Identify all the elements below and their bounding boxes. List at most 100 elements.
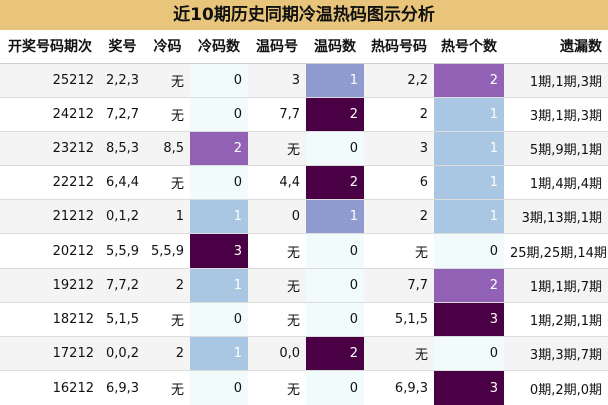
table-row: 17212 0,0,2 2 1 0,0 2 无 0 3期,3期,7期	[0, 336, 608, 371]
cell-miss: 1期,1期,3期	[504, 63, 608, 98]
cell-cold: 无	[145, 302, 190, 337]
cell-numbers: 0,0,2	[100, 336, 145, 371]
cell-period: 25212	[0, 63, 100, 98]
table-row: 18212 5,1,5 无 0 无 0 5,1,5 3 1期,2期,1期	[0, 302, 608, 337]
cell-miss: 3期,3期,7期	[504, 336, 608, 371]
table-row: 23212 8,5,3 8,5 2 无 0 3 1 5期,9期,1期	[0, 131, 608, 166]
cell-cold-count: 1	[190, 199, 248, 234]
cell-hot: 3	[364, 131, 434, 166]
cell-cold-count: 2	[190, 131, 248, 166]
cell-hot: 2	[364, 97, 434, 132]
table-row: 20212 5,5,9 5,5,9 3 无 0 无 0 25期,25期,14期	[0, 233, 608, 269]
cell-cold: 8,5	[145, 131, 190, 166]
cell-miss: 5期,9期,1期	[504, 131, 608, 166]
table-row: 24212 7,2,7 无 0 7,7 2 2 1 3期,1期,3期	[0, 97, 608, 132]
table-row: 22212 6,4,4 无 0 4,4 2 6 1 1期,4期,4期	[0, 165, 608, 200]
header-numbers: 奖号	[108, 39, 137, 56]
analysis-table: 开奖号码期次 奖号 冷码 冷码数 温码号 温码数 热码号码 热号个数 遗漏数 25212 2,2,…	[0, 30, 608, 405]
cell-numbers: 8,5,3	[100, 131, 145, 166]
table-body: 25212 2,2,3 无 0 3 1 2,2 2 1期,1期,3期 24212 7,2,7 无 0 7,…	[0, 63, 608, 405]
cell-cold: 无	[145, 63, 190, 98]
cell-cold: 无	[145, 97, 190, 132]
cell-cold-count: 0	[190, 165, 248, 200]
header-cold-count: 冷码数	[198, 39, 240, 56]
cell-numbers: 5,1,5	[100, 302, 145, 337]
cell-numbers: 2,2,3	[100, 63, 145, 98]
cell-numbers: 5,5,9	[100, 233, 145, 269]
header-hot: 热码号码	[371, 39, 427, 56]
cell-warm: 0,0	[248, 336, 306, 371]
cell-warm-count: 0	[306, 131, 364, 166]
cell-warm: 无	[248, 268, 306, 303]
header-cold: 冷码	[153, 39, 182, 56]
cell-cold: 无	[145, 165, 190, 200]
cell-miss: 0期,2期,0期	[504, 370, 608, 405]
cell-miss: 25期,25期,14期	[504, 233, 608, 269]
cell-warm-count: 2	[306, 336, 364, 371]
cell-hot-count: 2	[434, 63, 504, 98]
cell-warm: 0	[248, 199, 306, 234]
cell-period: 18212	[0, 302, 100, 337]
header-period: 开奖号码期次	[8, 39, 92, 56]
header-hot-count: 热号个数	[441, 39, 497, 56]
table-row: 21212 0,1,2 1 1 0 1 2 1 3期,13期,1期	[0, 199, 608, 234]
cell-hot: 2,2	[364, 63, 434, 98]
cell-cold-count: 1	[190, 336, 248, 371]
cell-warm-count: 0	[306, 302, 364, 337]
cell-miss: 1期,4期,4期	[504, 165, 608, 200]
cell-warm: 无	[248, 131, 306, 166]
cell-hot: 5,1,5	[364, 302, 434, 337]
cell-warm-count: 1	[306, 199, 364, 234]
cell-warm-count: 1	[306, 63, 364, 98]
cell-numbers: 6,4,4	[100, 165, 145, 200]
cell-hot-count: 3	[434, 302, 504, 337]
cell-cold: 5,5,9	[145, 233, 190, 269]
cell-cold-count: 0	[190, 302, 248, 337]
cell-period: 17212	[0, 336, 100, 371]
cell-hot-count: 1	[434, 131, 504, 166]
cell-warm-count: 2	[306, 165, 364, 200]
cell-numbers: 7,2,7	[100, 97, 145, 132]
cell-period: 23212	[0, 131, 100, 166]
cell-numbers: 0,1,2	[100, 199, 145, 234]
cell-miss: 1期,1期,7期	[504, 268, 608, 303]
cell-miss: 3期,1期,3期	[504, 97, 608, 132]
cell-hot: 无	[364, 336, 434, 371]
cell-period: 20212	[0, 233, 100, 269]
cell-miss: 1期,2期,1期	[504, 302, 608, 337]
table-row: 16212 6,9,3 无 0 无 0 6,9,3 3 0期,2期,0期	[0, 370, 608, 405]
cell-warm: 无	[248, 302, 306, 337]
cell-period: 21212	[0, 199, 100, 234]
cell-numbers: 7,7,2	[100, 268, 145, 303]
cell-hot-count: 0	[434, 233, 504, 269]
cell-miss: 3期,13期,1期	[504, 199, 608, 234]
cell-hot-count: 3	[434, 370, 504, 405]
cell-hot-count: 0	[434, 336, 504, 371]
cell-hot: 无	[364, 233, 434, 269]
cell-hot-count: 1	[434, 165, 504, 200]
cell-hot-count: 1	[434, 199, 504, 234]
cell-hot: 6,9,3	[364, 370, 434, 405]
cell-period: 22212	[0, 165, 100, 200]
cell-cold-count: 0	[190, 370, 248, 405]
cell-period: 16212	[0, 370, 100, 405]
cell-cold-count: 3	[190, 233, 248, 269]
cell-cold-count: 1	[190, 268, 248, 303]
cell-cold-count: 0	[190, 97, 248, 132]
cell-warm: 7,7	[248, 97, 306, 132]
cell-hot-count: 1	[434, 97, 504, 132]
cell-hot: 6	[364, 165, 434, 200]
cell-warm: 3	[248, 63, 306, 98]
cell-period: 19212	[0, 268, 100, 303]
cell-hot: 2	[364, 199, 434, 234]
chart-title: 近10期历史同期冷温热码图示分析	[0, 0, 608, 30]
cell-cold: 无	[145, 370, 190, 405]
table-row: 19212 7,7,2 2 1 无 0 7,7 2 1期,1期,7期	[0, 268, 608, 303]
table-row: 25212 2,2,3 无 0 3 1 2,2 2 1期,1期,3期	[0, 63, 608, 98]
cell-warm-count: 0	[306, 268, 364, 303]
header-row: 开奖号码期次 奖号 冷码 冷码数 温码号 温码数 热码号码 热号个数 遗漏数	[0, 30, 608, 63]
header-warm-count: 温码数	[314, 39, 356, 56]
cell-hot: 7,7	[364, 268, 434, 303]
cell-warm-count: 0	[306, 233, 364, 269]
cell-cold-count: 0	[190, 63, 248, 98]
